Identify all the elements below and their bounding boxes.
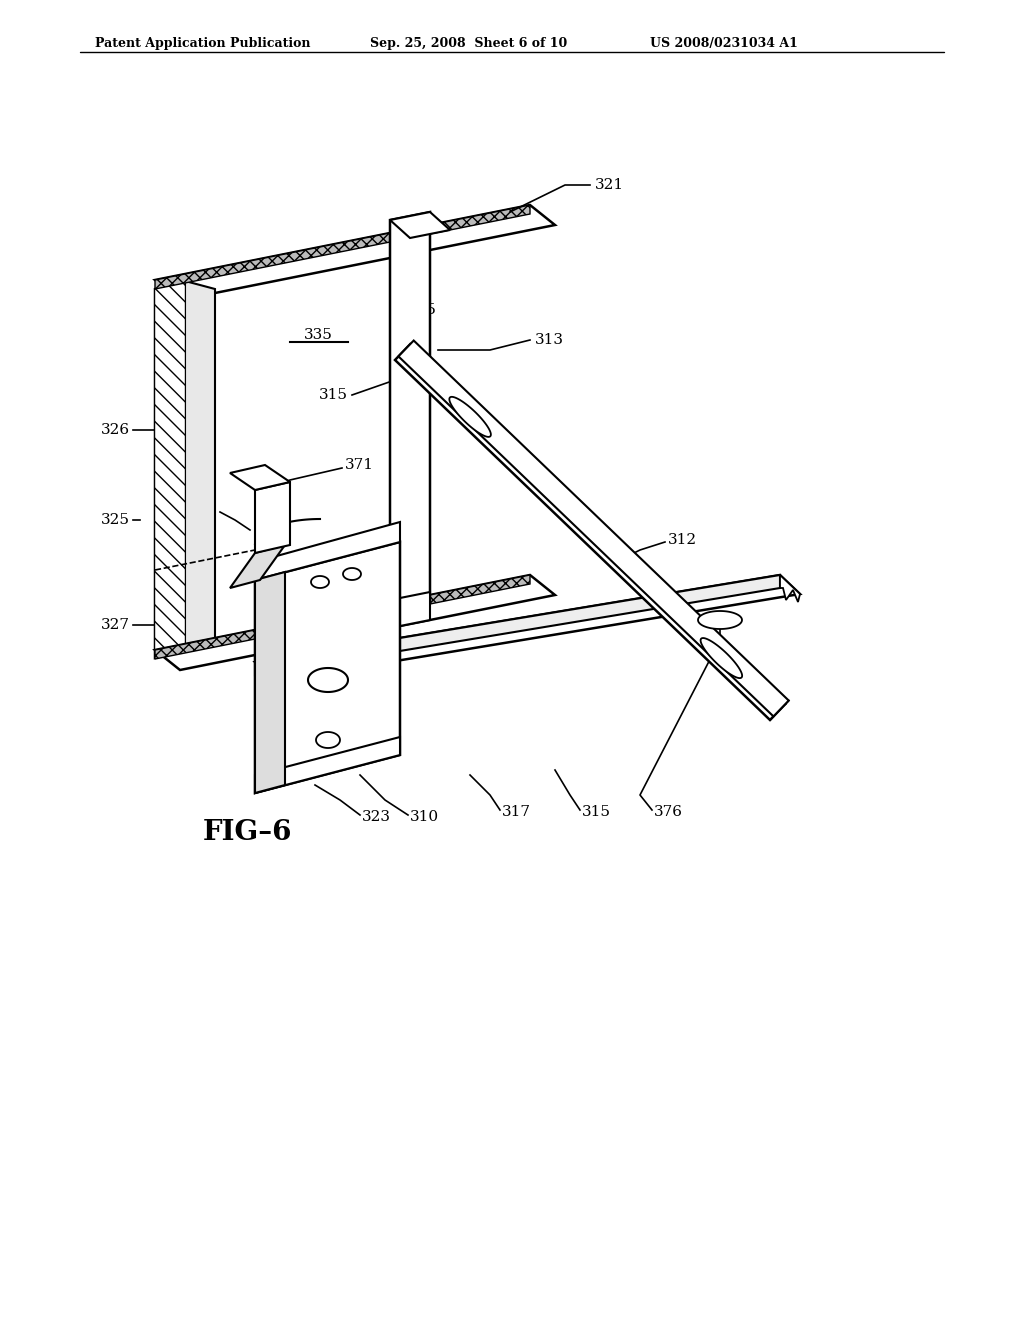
Text: 323: 323 xyxy=(362,810,391,824)
Polygon shape xyxy=(185,281,215,657)
Polygon shape xyxy=(698,611,742,630)
Polygon shape xyxy=(316,733,340,748)
Polygon shape xyxy=(155,281,185,656)
Polygon shape xyxy=(255,576,800,681)
Polygon shape xyxy=(230,545,285,587)
Polygon shape xyxy=(255,482,290,553)
Text: US 2008/0231034 A1: US 2008/0231034 A1 xyxy=(650,37,798,50)
Text: 313: 313 xyxy=(535,333,564,347)
Text: Sep. 25, 2008  Sheet 6 of 10: Sep. 25, 2008 Sheet 6 of 10 xyxy=(370,37,567,50)
Polygon shape xyxy=(155,205,555,300)
Polygon shape xyxy=(398,341,788,717)
Polygon shape xyxy=(395,345,785,719)
Polygon shape xyxy=(780,576,800,602)
Text: 335: 335 xyxy=(303,327,333,342)
Text: 315: 315 xyxy=(582,805,611,818)
Text: 325: 325 xyxy=(101,513,130,527)
Text: 372: 372 xyxy=(189,506,218,519)
Text: 371: 371 xyxy=(345,458,374,473)
Polygon shape xyxy=(343,568,361,579)
Text: Patent Application Publication: Patent Application Publication xyxy=(95,37,310,50)
Text: 312: 312 xyxy=(668,533,697,546)
Polygon shape xyxy=(390,591,430,628)
Polygon shape xyxy=(255,572,285,793)
Polygon shape xyxy=(450,397,490,437)
Polygon shape xyxy=(155,576,530,659)
Polygon shape xyxy=(311,576,329,587)
Polygon shape xyxy=(230,465,290,490)
Polygon shape xyxy=(255,737,400,793)
Text: 375: 375 xyxy=(408,304,437,317)
Text: 321: 321 xyxy=(595,178,624,191)
Polygon shape xyxy=(255,521,400,579)
Polygon shape xyxy=(155,205,530,289)
Polygon shape xyxy=(255,576,780,675)
Polygon shape xyxy=(255,543,400,793)
Polygon shape xyxy=(700,638,742,678)
Polygon shape xyxy=(390,213,450,238)
Text: 315: 315 xyxy=(319,388,348,403)
Text: 327: 327 xyxy=(101,618,130,632)
Polygon shape xyxy=(155,576,555,671)
Polygon shape xyxy=(308,668,348,692)
Polygon shape xyxy=(155,281,185,657)
Text: FIG–6: FIG–6 xyxy=(203,818,293,846)
Text: 376: 376 xyxy=(654,805,683,818)
Text: 317: 317 xyxy=(502,805,531,818)
Text: 310: 310 xyxy=(410,810,439,824)
Text: 326: 326 xyxy=(101,422,130,437)
Polygon shape xyxy=(390,213,430,609)
